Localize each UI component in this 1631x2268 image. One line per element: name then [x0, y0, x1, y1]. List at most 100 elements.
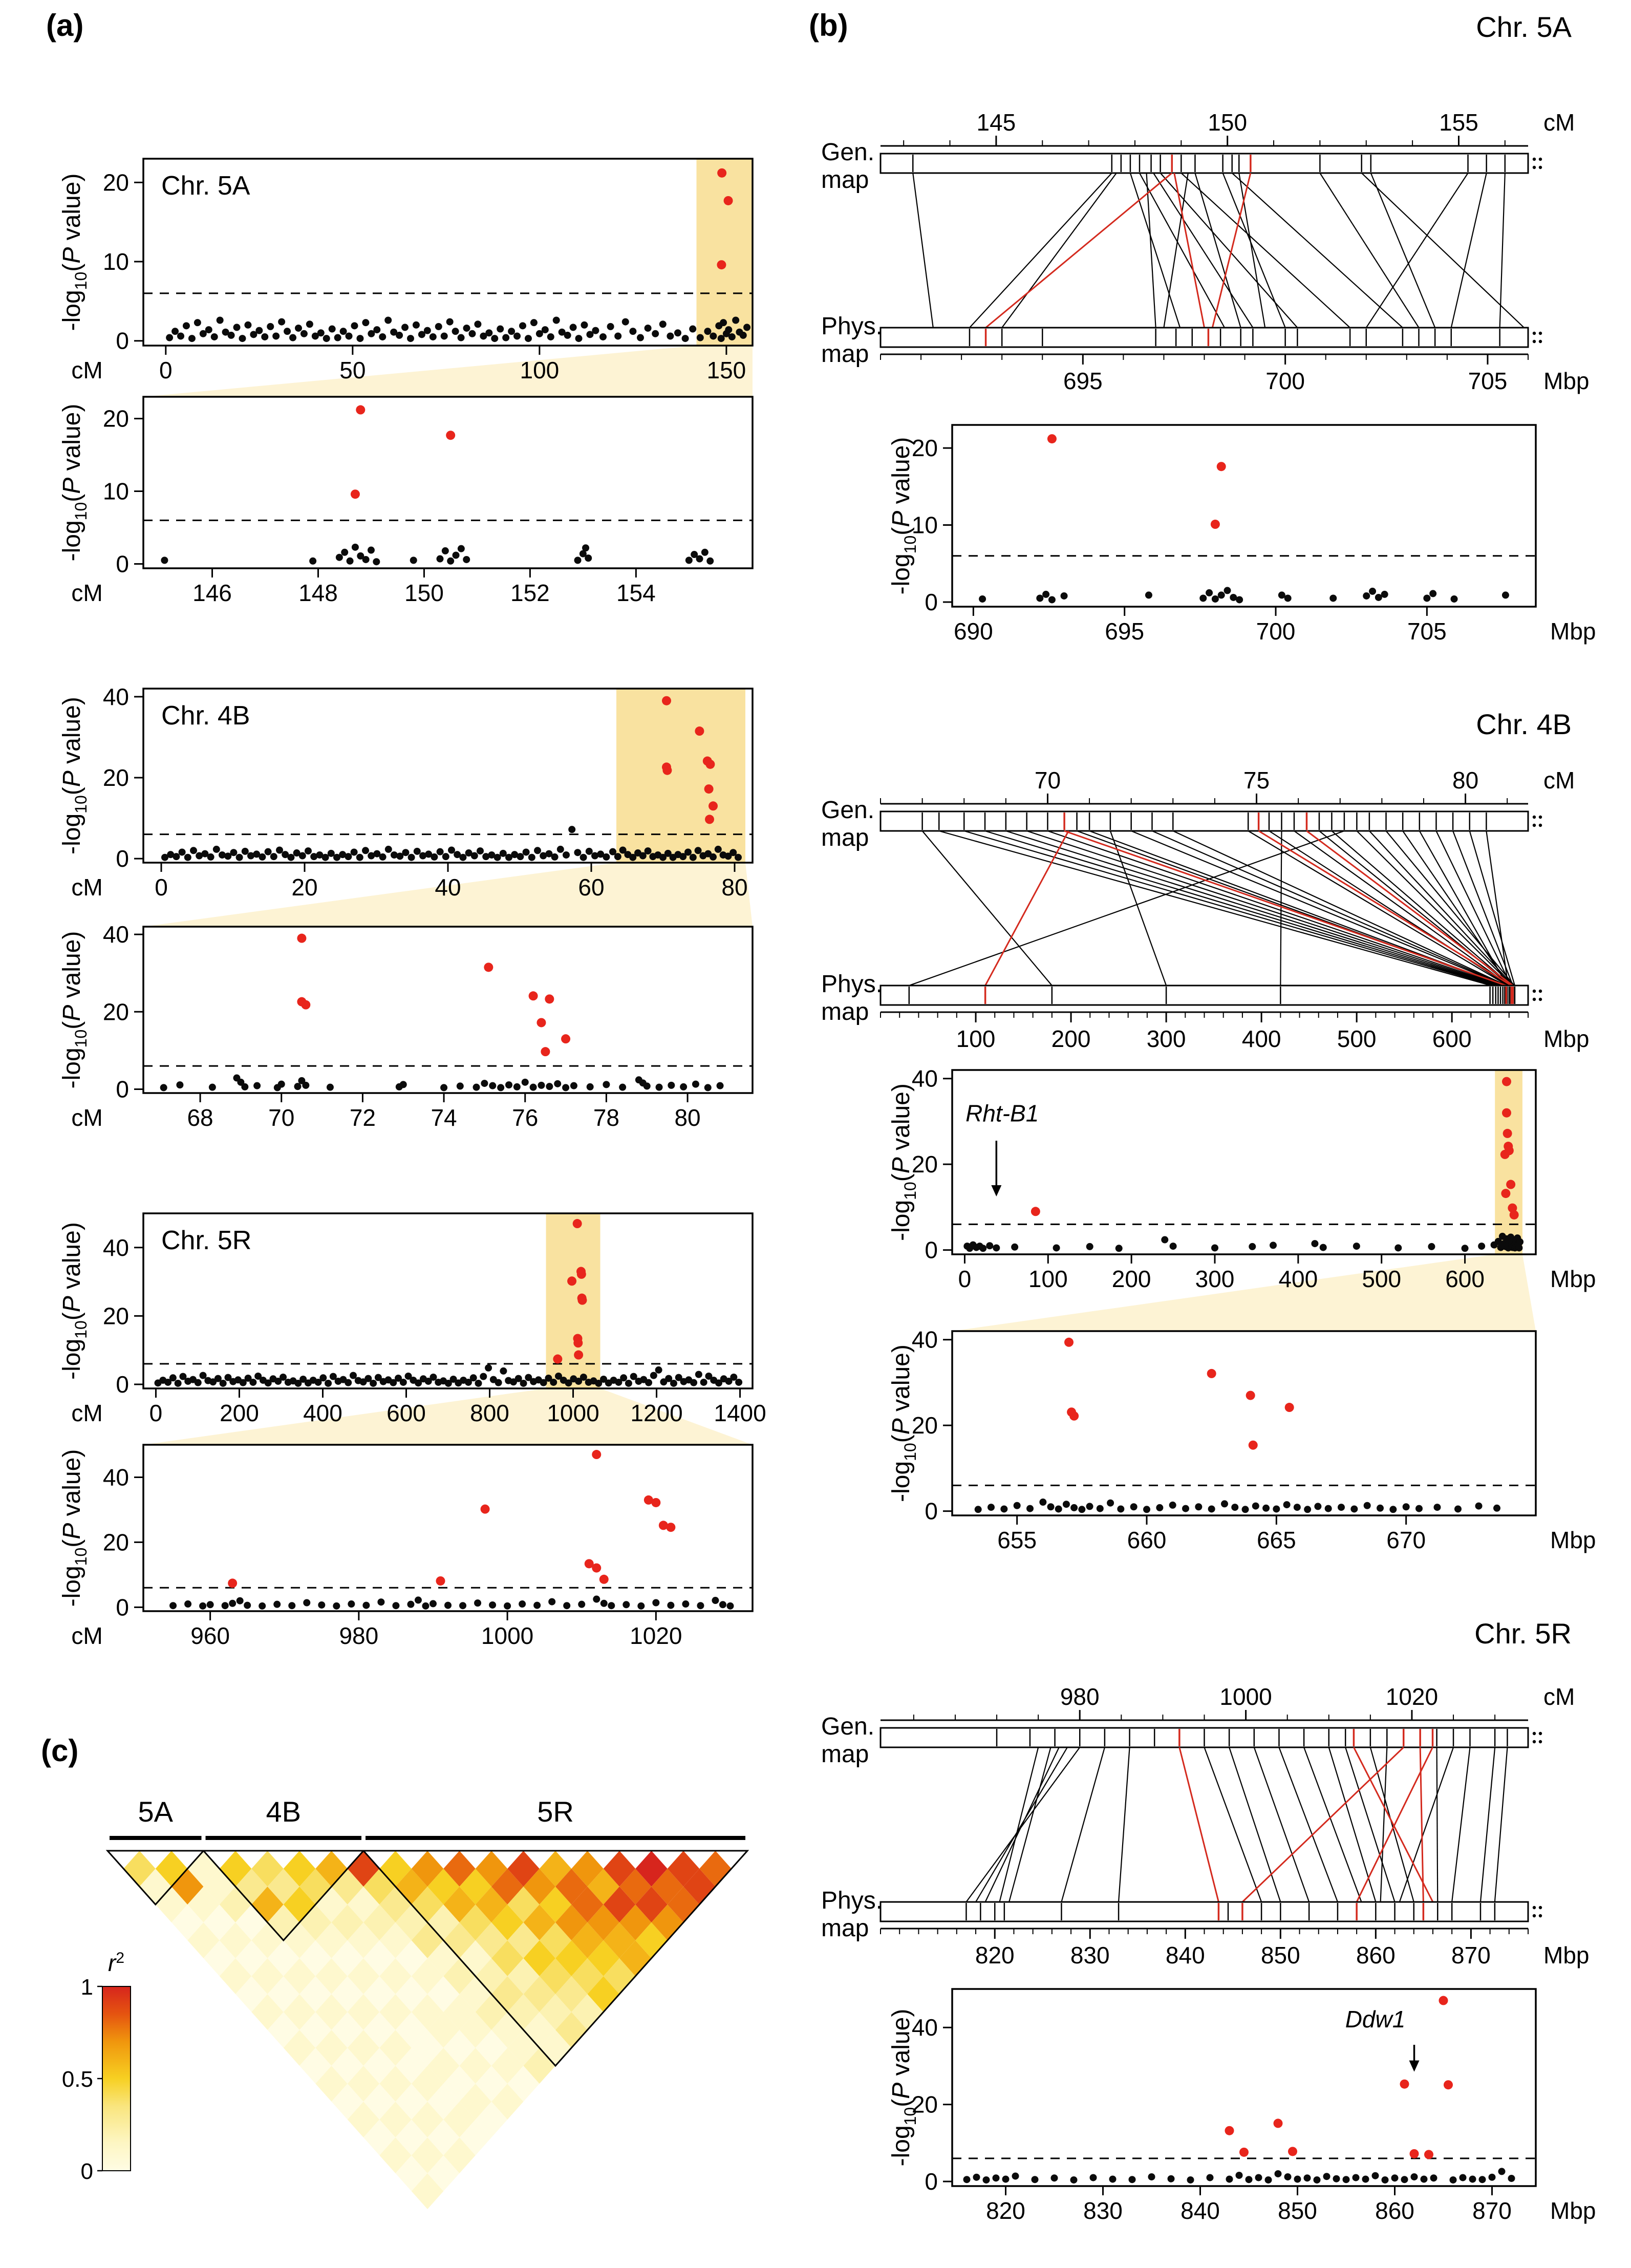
- genetic-map-bar: [879, 810, 1529, 832]
- y-tick-label: 0: [116, 550, 129, 577]
- phys-axis-tick-label: 100: [956, 1025, 996, 1052]
- x-axis-unit: cM: [71, 874, 102, 901]
- genetic-map-bar: [879, 153, 1529, 174]
- plot-frame: [142, 926, 754, 1094]
- synteny-map-5r: 980 1000 1020 cM 820 830 840 850 860 870 Mbp Gen. ma…: [819, 1656, 1618, 1984]
- y-tick-label: 10: [103, 248, 129, 275]
- manhattan-plot-svg: 690 695 700 705 0 10 20 Mbp -log10(P value): [888, 424, 1596, 645]
- gen-axis-tick-label: 70: [1035, 767, 1061, 794]
- synteny-links: [912, 172, 1525, 329]
- data-points: [166, 168, 751, 343]
- synteny-links: [909, 830, 1516, 987]
- manhattan-plot-svg: 0 200 400 600 800 1000 1200 1400 0 20 40 cM Chr. 5R -…: [58, 1212, 766, 1426]
- manhattan-plot-svg: 146 148 150 152 154 0 10 20 cM -log10(P value): [58, 396, 754, 606]
- x-axis-unit: Mbp: [1550, 1266, 1596, 1292]
- y-tick-label: 20: [103, 169, 129, 196]
- x-axis-unit: cM: [71, 1622, 102, 1649]
- y-tick-label: 20: [103, 998, 129, 1025]
- x-tick-label: 655: [997, 1527, 1037, 1553]
- y-axis-label: -log10(P value): [58, 174, 90, 331]
- panel-b-label: (b): [809, 8, 848, 42]
- chromosome-span-label: 5R: [537, 1795, 574, 1828]
- chr-4b-heading: Chr. 4B: [1476, 708, 1572, 740]
- plot-frame: [142, 396, 754, 569]
- x-tick-label: 1400: [714, 1400, 766, 1426]
- x-tick-label: 600: [1445, 1266, 1485, 1292]
- phys-axis-tick-label: 200: [1051, 1025, 1091, 1052]
- manhattan-plot-svg: 0 50 100 150 0 10 20 cM Chr. 5A -log10(P value): [58, 158, 754, 383]
- phys-axis-tick-label: 850: [1261, 1942, 1300, 1969]
- y-tick-label: 10: [912, 512, 938, 539]
- color-scale-tick-label: 0: [81, 2159, 93, 2184]
- data-points: [963, 1077, 1524, 1252]
- manhattan-plot-svg: 820 830 840 850 860 870 0 20 40 Mbp -log10(P value…: [888, 1988, 1596, 2224]
- y-tick-label: 0: [116, 1371, 129, 1398]
- y-tick-label: 0: [116, 1076, 129, 1102]
- chromosome-span-label: 5A: [138, 1795, 174, 1828]
- x-tick-label: 840: [1181, 2197, 1220, 2224]
- x-tick-label: 78: [593, 1104, 619, 1131]
- manhattan-5a-physical: 690 695 700 705 0 10 20 Mbp -log10(P value): [881, 394, 1607, 671]
- y-tick-label: 10: [103, 478, 129, 505]
- x-tick-label: 200: [1112, 1266, 1151, 1292]
- x-tick-label: 80: [674, 1104, 700, 1131]
- y-tick-label: 20: [103, 1529, 129, 1555]
- x-tick-label: 980: [339, 1622, 378, 1649]
- y-tick-label: 0: [925, 589, 938, 615]
- phys-axis-tick-label: 700: [1265, 368, 1305, 394]
- ld-cells: [123, 1851, 732, 2209]
- x-tick-label: 0: [958, 1266, 972, 1292]
- synteny-links: [965, 1746, 1508, 1903]
- chart-title: Chr. 5A: [161, 171, 250, 201]
- y-tick-label: 40: [103, 921, 129, 948]
- y-tick-label: 40: [103, 683, 129, 710]
- phys-axis-unit: Mbp: [1543, 1942, 1589, 1969]
- phys-axis-tick-label: 840: [1166, 1942, 1205, 1969]
- manhattan-5a-genetic: 0 50 100 150 0 10 20 cM Chr. 5A -log10(P value): [56, 128, 773, 410]
- x-tick-label: 80: [721, 874, 747, 901]
- x-axis-unit: cM: [71, 580, 102, 606]
- physical-map-bar: [879, 327, 1529, 348]
- panel-c-label: (c): [41, 1734, 79, 1768]
- gen-map-label-line2: map: [821, 166, 869, 194]
- x-tick-label: 0: [155, 874, 168, 901]
- manhattan-5r-genetic-zoom: 960 980 1000 1020 0 20 40 cM -log10(P value): [56, 1414, 773, 1675]
- data-points: [161, 696, 742, 861]
- y-axis-label: -log10(P value): [888, 1083, 919, 1241]
- x-tick-label: 148: [298, 580, 338, 606]
- zoom-wedge: [143, 346, 753, 397]
- gen-axis-tick-label: 1000: [1219, 1683, 1272, 1710]
- ld-heatmap-svg: 5A 4B 5R 1 0.5 0 r2: [62, 1795, 749, 2209]
- y-tick-label: 40: [912, 2014, 938, 2041]
- data-points: [979, 434, 1509, 604]
- x-tick-label: 40: [435, 874, 461, 901]
- synteny-map-4b: 70 75 80 cM 100 200 300 400 500 600 Mbp Gen. map Phys…: [819, 740, 1618, 1067]
- manhattan-plot-svg: 0 20 40 60 80 0 20 40 cM Chr. 4B -log10(P value): [58, 683, 754, 901]
- gen-axis-unit: cM: [1543, 109, 1575, 136]
- data-points: [160, 933, 724, 1092]
- x-tick-label: 860: [1375, 2197, 1414, 2224]
- annotation-arrowhead: [991, 1185, 1002, 1196]
- x-tick-label: 665: [1257, 1527, 1296, 1553]
- plot-frame: [951, 1330, 1537, 1516]
- gen-axis-tick-label: 980: [1060, 1683, 1100, 1710]
- manhattan-plot-svg: 0 100 200 300 400 500 600 0 20 40 Mbp -log10(P valu…: [888, 1065, 1596, 1292]
- plot-frame: [142, 1212, 754, 1389]
- data-points: [154, 1219, 743, 1387]
- x-tick-label: 660: [1127, 1527, 1167, 1553]
- x-tick-label: 100: [1028, 1266, 1068, 1292]
- gen-map-label-line1: Gen.: [821, 797, 874, 824]
- y-axis-label: -log10(P value): [58, 404, 90, 562]
- chart-title: Chr. 4B: [161, 701, 250, 731]
- y-axis-label: -log10(P value): [58, 1222, 90, 1380]
- y-tick-label: 40: [103, 1234, 129, 1261]
- y-tick-label: 0: [925, 1498, 938, 1525]
- plot-frame: [142, 158, 754, 347]
- color-scale-bar: [102, 1986, 131, 2171]
- y-tick-label: 20: [912, 435, 938, 461]
- physical-map-bar: [879, 985, 1529, 1006]
- x-tick-label: 1000: [547, 1400, 599, 1426]
- x-tick-label: 870: [1472, 2197, 1512, 2224]
